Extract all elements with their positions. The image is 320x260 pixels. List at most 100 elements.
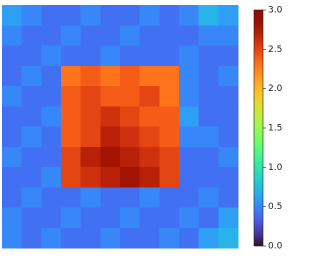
- heatmap-cell: [179, 5, 200, 26]
- heatmap-cell: [21, 5, 42, 26]
- heatmap-cell: [198, 86, 219, 107]
- heatmap-cell: [80, 126, 101, 148]
- heatmap-cell: [80, 86, 101, 107]
- heatmap-cell: [21, 25, 42, 46]
- colorbar-tick-label: 1.0: [268, 163, 283, 173]
- heatmap-cell: [80, 207, 101, 229]
- heatmap-cell: [2, 86, 23, 107]
- heatmap-cell: [120, 146, 141, 168]
- heatmap-cell: [179, 86, 200, 107]
- heatmap-cell: [100, 5, 121, 26]
- heatmap-cell: [41, 227, 62, 249]
- heatmap-cell: [120, 25, 141, 46]
- heatmap-cell: [41, 25, 62, 46]
- heatmap-cell: [218, 187, 239, 208]
- heatmap-cell: [100, 106, 121, 127]
- heatmap-cell: [198, 167, 219, 188]
- heatmap-cell: [100, 65, 121, 87]
- heatmap-cell: [21, 45, 42, 67]
- heatmap-cell: [100, 207, 121, 229]
- heatmap-cell: [179, 106, 200, 127]
- chart: 0.0 0.5 1.0 1.5 2.0 2.5 3.0: [2, 5, 283, 252]
- colorbar-tick-label: 0.0: [268, 242, 283, 252]
- heatmap-cell: [218, 167, 239, 188]
- heatmap-cell: [139, 5, 160, 26]
- colorbar-tick-label: 2.5: [268, 45, 282, 55]
- heatmap-cell: [179, 187, 200, 208]
- heatmap-cell: [159, 86, 180, 107]
- heatmap-cell: [179, 207, 200, 229]
- heatmap-cell: [198, 207, 219, 229]
- heatmap-cell: [61, 65, 82, 87]
- heatmap-cell: [100, 25, 121, 46]
- heatmap-cell: [41, 65, 62, 87]
- heatmap-cell: [100, 227, 121, 249]
- heatmap-cell: [80, 45, 101, 67]
- heatmap-cell: [41, 207, 62, 229]
- heatmap-cell: [159, 65, 180, 87]
- colorbar-tick-label: 1.5: [268, 124, 282, 134]
- heatmap-cell: [198, 5, 219, 26]
- heatmap-cell: [41, 126, 62, 148]
- colorbar-tick-label: 2.0: [268, 84, 283, 94]
- heatmap-cell: [120, 5, 141, 26]
- heatmap-cell: [218, 86, 239, 107]
- heatmap-cell: [61, 207, 82, 229]
- heatmap-cell: [159, 126, 180, 148]
- heatmap-cell: [41, 5, 62, 26]
- heatmap-cell: [218, 126, 239, 148]
- heatmap-cell: [139, 25, 160, 46]
- heatmap-cell: [218, 45, 239, 67]
- heatmap-cell: [139, 86, 160, 107]
- heatmap-cell: [198, 65, 219, 87]
- heatmap-cell: [159, 167, 180, 188]
- heatmap-cell: [61, 167, 82, 188]
- heatmap-cell: [61, 187, 82, 208]
- heatmap-cell: [120, 227, 141, 249]
- heatmap-cell: [120, 45, 141, 67]
- heatmap-cell: [120, 207, 141, 229]
- heatmap: [2, 5, 239, 249]
- heatmap-cell: [61, 25, 82, 46]
- heatmap-cell: [100, 45, 121, 67]
- heatmap-cell: [159, 207, 180, 229]
- heatmap-cell: [179, 25, 200, 46]
- heatmap-cell: [198, 126, 219, 148]
- heatmap-cell: [179, 146, 200, 168]
- heatmap-cell: [159, 227, 180, 249]
- heatmap-cell: [120, 106, 141, 127]
- heatmap-cell: [218, 227, 239, 249]
- heatmap-cell: [21, 207, 42, 229]
- heatmap-cell: [2, 227, 23, 249]
- heatmap-cell: [218, 106, 239, 127]
- heatmap-cell: [21, 167, 42, 188]
- heatmap-cell: [41, 45, 62, 67]
- heatmap-cell: [139, 207, 160, 229]
- heatmap-cell: [2, 167, 23, 188]
- heatmap-cell: [41, 86, 62, 107]
- heatmap-cell: [2, 65, 23, 87]
- heatmap-cell: [198, 45, 219, 67]
- colorbar-tick-label: 0.5: [268, 202, 282, 212]
- heatmap-cell: [61, 146, 82, 168]
- heatmap-cell: [21, 146, 42, 168]
- heatmap-cell: [139, 126, 160, 148]
- heatmap-cell: [218, 207, 239, 229]
- heatmap-cell: [21, 187, 42, 208]
- heatmap-cell: [80, 187, 101, 208]
- heatmap-cell: [198, 227, 219, 249]
- heatmap-cell: [61, 126, 82, 148]
- heatmap-cell: [139, 106, 160, 127]
- heatmap-cell: [120, 86, 141, 107]
- heatmap-cell: [179, 45, 200, 67]
- heatmap-cell: [159, 45, 180, 67]
- heatmap-cell: [21, 126, 42, 148]
- heatmap-cell: [159, 5, 180, 26]
- heatmap-cell: [21, 65, 42, 87]
- heatmap-cell: [41, 146, 62, 168]
- heatmap-cell: [41, 167, 62, 188]
- heatmap-cell: [21, 86, 42, 107]
- heatmap-cell: [159, 146, 180, 168]
- heatmap-cell: [139, 227, 160, 249]
- heatmap-cell: [80, 227, 101, 249]
